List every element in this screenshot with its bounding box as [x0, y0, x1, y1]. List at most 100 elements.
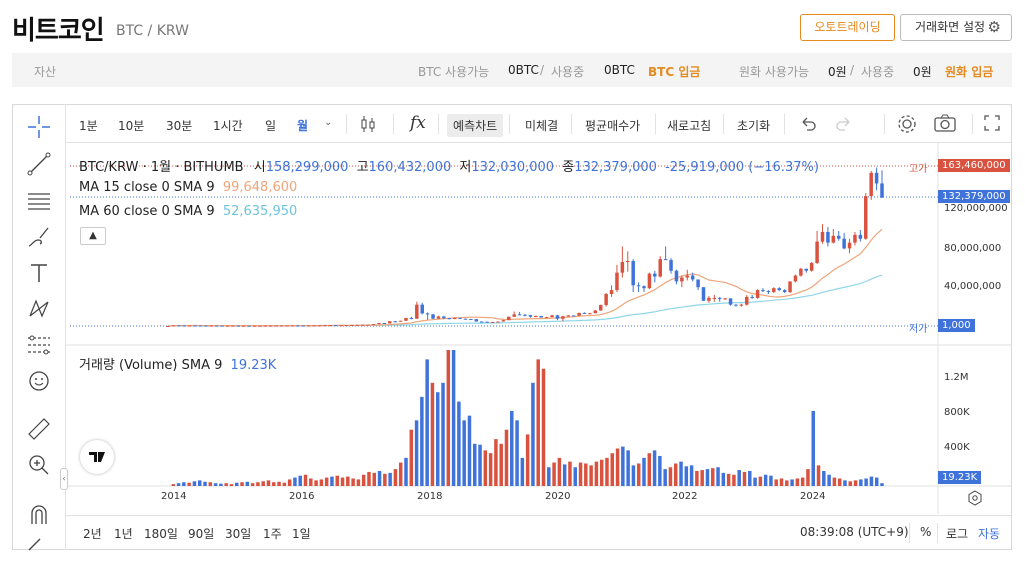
reset-button[interactable]: 초기화 [737, 119, 771, 133]
range-1y[interactable]: 1년 [114, 527, 133, 541]
fib-icon[interactable] [26, 188, 52, 214]
axis-settings-icon[interactable] [967, 490, 983, 510]
low-tag-label: 저가 [909, 324, 928, 335]
crosshair-icon[interactable] [26, 114, 52, 140]
chevron-down-icon[interactable]: ⌄ [324, 117, 333, 128]
page-title: 비트코인 [12, 16, 105, 46]
interval-10min[interactable]: 10분 [118, 119, 145, 133]
open-label: 시 [253, 160, 266, 175]
volume-value: 19.23K [230, 358, 277, 373]
interval-30min[interactable]: 30분 [166, 119, 193, 133]
interval-1hour[interactable]: 1시간 [213, 119, 243, 133]
volume-tick: 1.2M [944, 372, 969, 383]
trendline-icon[interactable] [26, 151, 52, 177]
time-tick: 2020 [545, 491, 571, 502]
unfilled-orders-button[interactable]: 미체결 [525, 119, 559, 133]
range-30d[interactable]: 30일 [225, 527, 252, 541]
price-tick: 80,000,000 [944, 243, 1002, 254]
legend-ma60: MA 60 close 0 SMA 9 52,635,950 [79, 204, 297, 219]
fullscreen-icon[interactable] [983, 114, 1001, 135]
time-tick: 2014 [161, 491, 187, 502]
gear-icon[interactable] [896, 113, 918, 138]
gear-icon: ⚙ [987, 18, 1001, 36]
auto-toggle[interactable]: 자동 [978, 527, 1001, 541]
clock: 08:39:08 (UTC+9) [800, 525, 909, 539]
avg-price-button[interactable]: 평균매수가 [585, 119, 641, 133]
interval-1min[interactable]: 1분 [79, 119, 98, 133]
indicator-icon[interactable]: fx [410, 113, 426, 133]
high-price-tag: 163,460,000 [938, 159, 1010, 172]
asset-label: 자산 [34, 65, 57, 79]
price-tick: 40,000,000 [944, 281, 1002, 292]
pattern-icon[interactable] [26, 296, 52, 322]
toolbar-collapse-handle[interactable]: ‹ [60, 468, 68, 490]
slash: / [540, 63, 545, 77]
tradingview-logo [80, 440, 114, 474]
magnet-icon[interactable] [26, 502, 52, 528]
pair-label: BTC / KRW [116, 23, 189, 39]
screen-settings-label: 거래화면 설정 [915, 20, 986, 34]
range-1w[interactable]: 1주 [263, 527, 282, 541]
percent-toggle[interactable]: % [920, 525, 932, 539]
predict-chart-button[interactable]: 예측차트 [447, 114, 504, 137]
krw-in-use-value: 0원 [913, 65, 932, 79]
range-90d[interactable]: 90일 [188, 527, 215, 541]
ma15-value: 99,648,600 [222, 180, 298, 195]
range-1d[interactable]: 1일 [292, 527, 311, 541]
drawing-toolbar [12, 104, 66, 551]
slash-2: / [850, 63, 855, 77]
close-value: 132,379,000 [574, 160, 657, 175]
btc-in-use-label: 사용중 [551, 65, 585, 79]
ruler-icon[interactable] [26, 416, 52, 442]
zoom-in-icon[interactable] [26, 452, 52, 478]
price-tick: 120,000,000 [944, 203, 1008, 214]
camera-icon[interactable] [933, 114, 957, 135]
open-value: 158,299,000 [265, 160, 349, 175]
krw-available-label: 원화 사용가능 [739, 65, 810, 79]
text-icon[interactable] [26, 260, 52, 286]
emoji-icon[interactable] [26, 368, 52, 394]
ma60-value: 52,635,950 [222, 204, 298, 219]
current-price-tag: 132,379,000 [938, 190, 1010, 203]
interval-day[interactable]: 일 [265, 119, 277, 133]
log-toggle[interactable]: 로그 [946, 527, 969, 541]
prediction-icon[interactable] [26, 332, 52, 358]
btc-deposit-link[interactable]: BTC 입금 [648, 65, 701, 79]
chart-panel [12, 104, 1012, 550]
high-label: 고 [356, 160, 369, 175]
volume-tick: 800K [944, 407, 970, 418]
pencil-icon[interactable] [26, 534, 52, 560]
close-label: 종 [562, 160, 575, 175]
legend-ma15: MA 15 close 0 SMA 9 99,648,600 [79, 180, 297, 195]
brush-icon[interactable] [26, 224, 52, 250]
ma15-label: MA 15 close 0 SMA 9 [79, 180, 215, 195]
time-tick: 2016 [289, 491, 315, 502]
btc-available-value: 0BTC [508, 63, 539, 77]
undo-icon[interactable] [799, 114, 817, 135]
range-2y[interactable]: 2년 [83, 527, 102, 541]
high-tag-label: 고가 [909, 164, 928, 175]
volume-label: 거래량 (Volume) SMA 9 [79, 358, 223, 373]
legend-collapse-button[interactable]: ▲ [80, 227, 106, 245]
legend-volume: 거래량 (Volume) SMA 9 19.23K [79, 354, 276, 373]
btc-in-use-value: 0BTC [604, 63, 635, 77]
ma60-label: MA 60 close 0 SMA 9 [79, 204, 215, 219]
low-price-tag: 1,000 [938, 319, 975, 332]
range-180d[interactable]: 180일 [144, 527, 178, 541]
change-value: -25,919,000 (−16.37%) [665, 160, 819, 175]
refresh-button[interactable]: 새로고침 [667, 119, 712, 133]
high-value: 160,432,000 [368, 160, 452, 175]
candle-type-icon[interactable] [360, 114, 376, 137]
asset-bar: 자산 BTC 사용가능 0BTC / 사용중 0BTC BTC 입금 원화 사용… [12, 53, 1012, 87]
time-tick: 2018 [417, 491, 443, 502]
screen-settings-button[interactable]: 거래화면 설정 ⚙ [900, 14, 1012, 41]
krw-deposit-link[interactable]: 원화 입금 [945, 65, 994, 79]
volume-current-tag: 19.23K [938, 471, 982, 484]
krw-in-use-label: 사용중 [861, 65, 895, 79]
low-label: 저 [459, 160, 472, 175]
redo-icon[interactable] [835, 114, 853, 135]
legend-symbol: BTC/KRW · 1월 · BITHUMB [79, 160, 244, 175]
auto-trading-button[interactable]: 오토트레이딩 [800, 14, 895, 41]
range-bar: 2년 1년 180일 90일 30일 1주 1일 08:39:08 (UTC+9… [66, 515, 1011, 549]
interval-month[interactable]: 월 [297, 119, 309, 133]
